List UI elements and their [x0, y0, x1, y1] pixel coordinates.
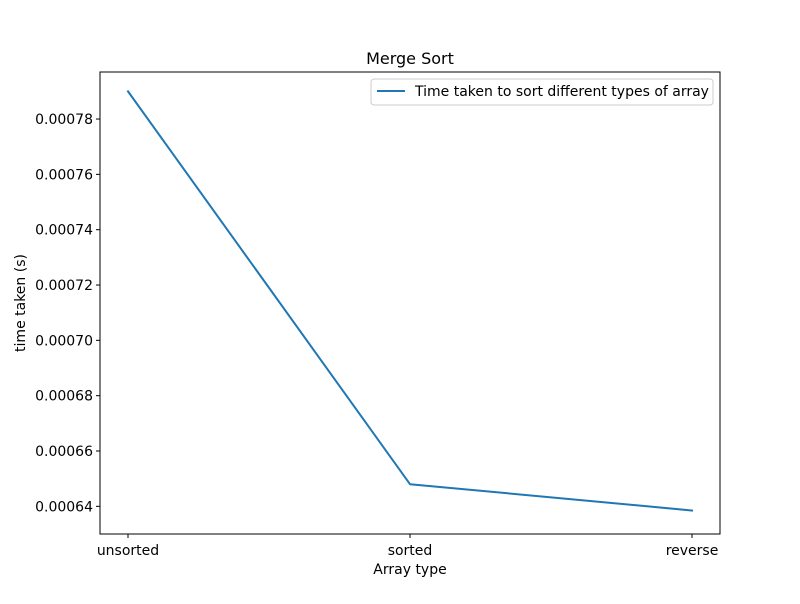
legend-box — [370, 78, 714, 106]
legend-label: Time taken to sort different types of ar… — [414, 84, 709, 100]
y-tick-label: 0.00070 — [35, 333, 93, 349]
x-tick-label: unsorted — [97, 543, 159, 559]
plot-frame — [99, 71, 721, 535]
axes-layer: 0.00064 0.00066 0.00068 0.00070 0.00072 0.000… — [35, 71, 721, 559]
series-line — [126, 89, 694, 512]
y-tick-label: 0.00074 — [35, 223, 93, 239]
y-axis-label: time taken (s) — [13, 254, 29, 352]
y-tick-label: 0.00064 — [35, 499, 93, 515]
x-tick-label: reverse — [666, 543, 719, 559]
x-tick-label: sorted — [388, 543, 433, 559]
chart-title: Merge Sort — [366, 49, 454, 68]
y-tick-label: 0.00078 — [35, 112, 93, 128]
y-tick-label: 0.00072 — [35, 278, 93, 294]
x-axis-label: Array type — [373, 562, 446, 578]
y-tick-label: 0.00076 — [35, 167, 93, 183]
legend: Time taken to sort different types of ar… — [370, 78, 714, 106]
y-tick-label: 0.00068 — [35, 389, 93, 405]
y-tick-label: 0.00066 — [35, 444, 93, 460]
